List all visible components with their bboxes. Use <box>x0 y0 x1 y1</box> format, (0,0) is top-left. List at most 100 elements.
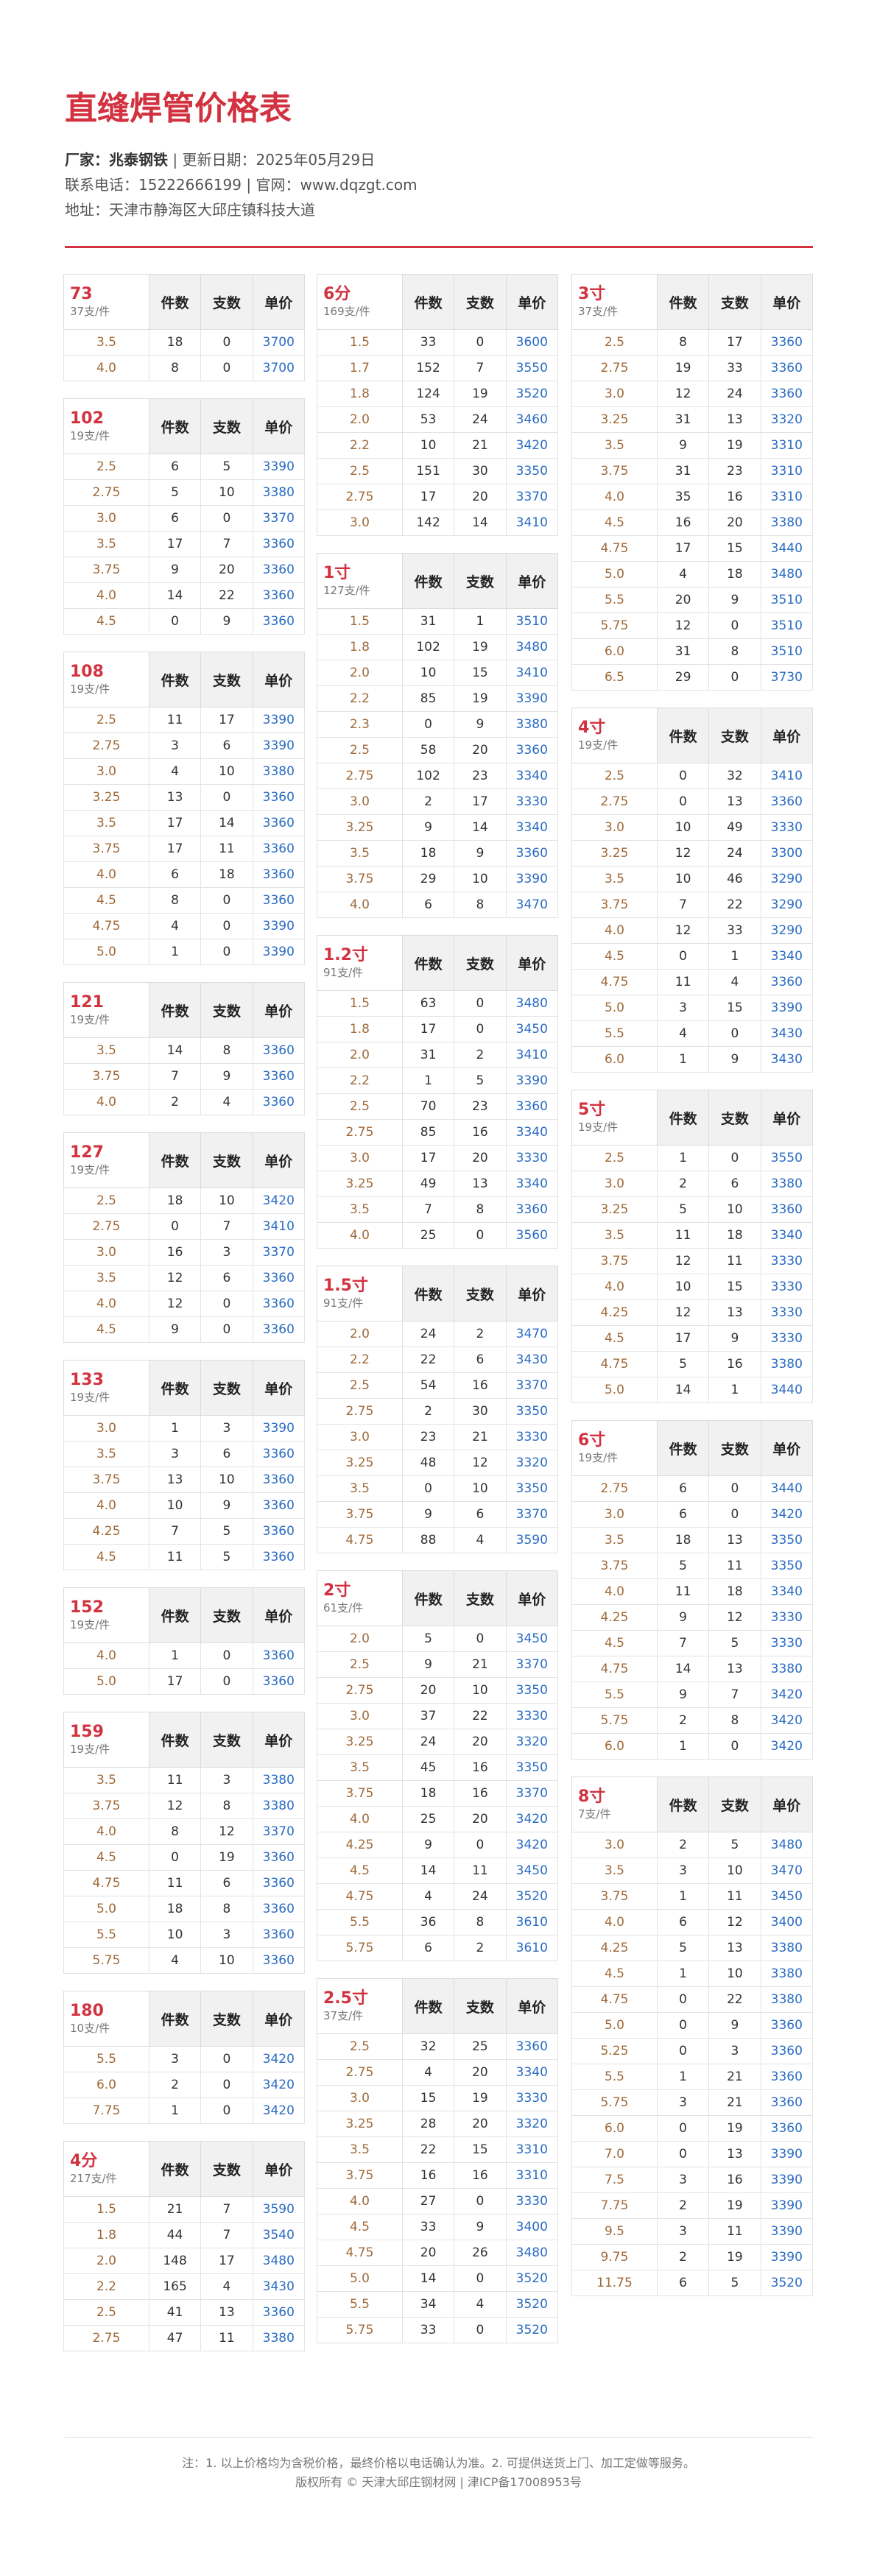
price-table-header-row: 73 37支/件 件数 支数 单价 <box>63 274 306 330</box>
bundles-cell: 7 <box>200 2196 253 2223</box>
pieces-cell: 29 <box>401 866 455 892</box>
pieces-cell: 6 <box>656 1475 710 1502</box>
size-per-bundle: 19支/件 <box>70 682 110 696</box>
pieces-cell: 47 <box>148 2325 202 2351</box>
price-table-body: 1.5 63 0 3480 1.8 17 0 3450 2.0 31 2 3410 2.2 1 5 3390 2… <box>317 990 559 1249</box>
thickness-cell: 4.5 <box>571 943 658 970</box>
pieces-cell: 31 <box>401 1042 455 1068</box>
pieces-cell: 6 <box>656 1501 710 1528</box>
thickness-cell: 7.75 <box>63 2097 149 2124</box>
thickness-cell: 3.5 <box>317 1475 403 1502</box>
price-table: 6分 169支/件 件数 支数 单价 1.5 33 0 3600 1.7 152 7 3550 1.8 12… <box>317 274 559 536</box>
pieces-cell: 12 <box>656 1248 710 1274</box>
unit-price-cell: 3550 <box>505 355 559 381</box>
unit-price-cell: 3470 <box>505 892 559 918</box>
thickness-cell: 3.0 <box>317 2085 403 2111</box>
table-row: 4.75 17 15 3440 <box>571 535 814 562</box>
thickness-cell: 6.0 <box>63 2072 149 2098</box>
thickness-cell: 5.75 <box>63 1947 149 1974</box>
unit-price-cell: 3360 <box>252 1922 306 1948</box>
price-header: 单价 <box>252 2141 306 2197</box>
thickness-cell: 4.5 <box>317 1857 403 1884</box>
pieces-cell: 9 <box>656 1682 710 1708</box>
thickness-cell: 5.5 <box>571 587 658 613</box>
price-header: 单价 <box>505 1978 559 2034</box>
table-row: 4.0 6 18 3360 <box>63 861 306 888</box>
thickness-cell: 4.0 <box>63 1089 149 1115</box>
unit-price-cell: 3520 <box>505 2265 559 2292</box>
thickness-cell: 4.75 <box>317 2240 403 2266</box>
unit-price-cell: 3520 <box>505 2291 559 2318</box>
pieces-cell: 2 <box>656 2244 710 2270</box>
table-row: 6.0 31 8 3510 <box>571 638 814 665</box>
table-row: 3.5 45 16 3350 <box>317 1754 559 1781</box>
bundles-cell: 2 <box>454 1935 507 1961</box>
size-name: 8寸 <box>578 1788 606 1806</box>
table-row: 4.75 5 16 3380 <box>571 1351 814 1377</box>
bundles-cell: 16 <box>708 2167 761 2193</box>
bundles-cell: 13 <box>708 1527 761 1553</box>
pieces-cell: 6 <box>401 892 455 918</box>
bundles-cell: 13 <box>200 2299 253 2326</box>
size-per-bundle: 91支/件 <box>323 966 364 979</box>
size-name: 152 <box>70 1598 104 1617</box>
thickness-cell: 2.5 <box>63 2299 149 2326</box>
pieces-cell: 14 <box>656 1656 710 1682</box>
size-name: 6分 <box>323 285 351 303</box>
unit-price-cell: 3410 <box>505 660 559 686</box>
bundles-cell: 17 <box>454 788 507 815</box>
table-row: 5.5 34 4 3520 <box>317 2291 559 2318</box>
price-table-head: 73 37支/件 件数 支数 单价 <box>63 274 306 330</box>
pieces-cell: 2 <box>656 1707 710 1734</box>
pieces-cell: 2 <box>656 2192 710 2219</box>
bundles-cell: 21 <box>454 1424 507 1450</box>
price-table-body: 3.5 18 0 3700 4.0 8 0 3700 <box>63 329 306 381</box>
pieces-cell: 3 <box>148 1441 202 1467</box>
table-row: 6.0 1 0 3420 <box>571 1733 814 1760</box>
price-table: 133 19支/件 件数 支数 单价 3.0 1 3 3390 3.5 3 6 3360 3.75 13 10… <box>63 1360 306 1570</box>
thickness-cell: 5.0 <box>571 561 658 587</box>
bundles-cell: 32 <box>708 763 761 789</box>
size-per-bundle: 37支/件 <box>578 305 619 318</box>
bundles-header: 支数 <box>200 1587 253 1643</box>
footer-copyright: 版权所有 © 天津大邱庄钢材网 | 津ICP备17008953号 <box>295 2475 582 2489</box>
thickness-cell: 5.75 <box>317 2317 403 2343</box>
thickness-cell: 2.5 <box>63 454 149 480</box>
unit-price-cell: 3390 <box>760 2192 814 2219</box>
bundles-cell: 19 <box>708 2192 761 2219</box>
unit-price-cell: 3390 <box>252 939 306 965</box>
table-row: 4.0 1 0 3360 <box>63 1642 306 1669</box>
bundles-cell: 11 <box>708 2218 761 2245</box>
unit-price-cell: 3380 <box>760 1171 814 1197</box>
bundles-cell: 5 <box>708 2270 761 2296</box>
size-name: 159 <box>70 1723 104 1741</box>
pieces-cell: 16 <box>401 2162 455 2189</box>
table-row: 4.75 0 22 3380 <box>571 1986 814 2013</box>
bundles-cell: 20 <box>454 737 507 763</box>
bundles-cell: 4 <box>200 2273 253 2300</box>
size-name: 180 <box>70 2002 104 2020</box>
price-table: 159 19支/件 件数 支数 单价 3.5 11 3 3380 3.75 12 8 3380 4.0 8 1… <box>63 1712 306 1974</box>
thickness-cell: 3.5 <box>317 840 403 867</box>
unit-price-cell: 3350 <box>505 458 559 484</box>
thickness-cell: 3.75 <box>571 458 658 484</box>
thickness-cell: 2.2 <box>317 1068 403 1094</box>
pieces-cell: 8 <box>148 887 202 914</box>
price-table-header-row: 133 19支/件 件数 支数 单价 <box>63 1360 306 1416</box>
unit-price-cell: 3410 <box>252 1213 306 1240</box>
bundles-cell: 20 <box>454 1729 507 1755</box>
bundles-header: 支数 <box>708 1090 761 1146</box>
bundles-cell: 20 <box>454 2111 507 2137</box>
phone-number[interactable]: 15222666199 <box>138 176 242 194</box>
thickness-cell: 4.5 <box>63 1316 149 1343</box>
unit-price-cell: 3510 <box>760 587 814 613</box>
table-row: 2.75 19 33 3360 <box>571 355 814 381</box>
site-link[interactable]: www.dqzgt.com <box>300 176 418 194</box>
thickness-cell: 3.5 <box>571 1222 658 1249</box>
table-row: 3.0 6 0 3370 <box>63 505 306 532</box>
table-row: 2.0 148 17 3480 <box>63 2248 306 2274</box>
bundles-cell: 0 <box>200 505 253 532</box>
table-row: 4.0 2 4 3360 <box>63 1089 306 1115</box>
bundles-cell: 7 <box>200 531 253 557</box>
table-row: 3.5 14 8 3360 <box>63 1037 306 1064</box>
